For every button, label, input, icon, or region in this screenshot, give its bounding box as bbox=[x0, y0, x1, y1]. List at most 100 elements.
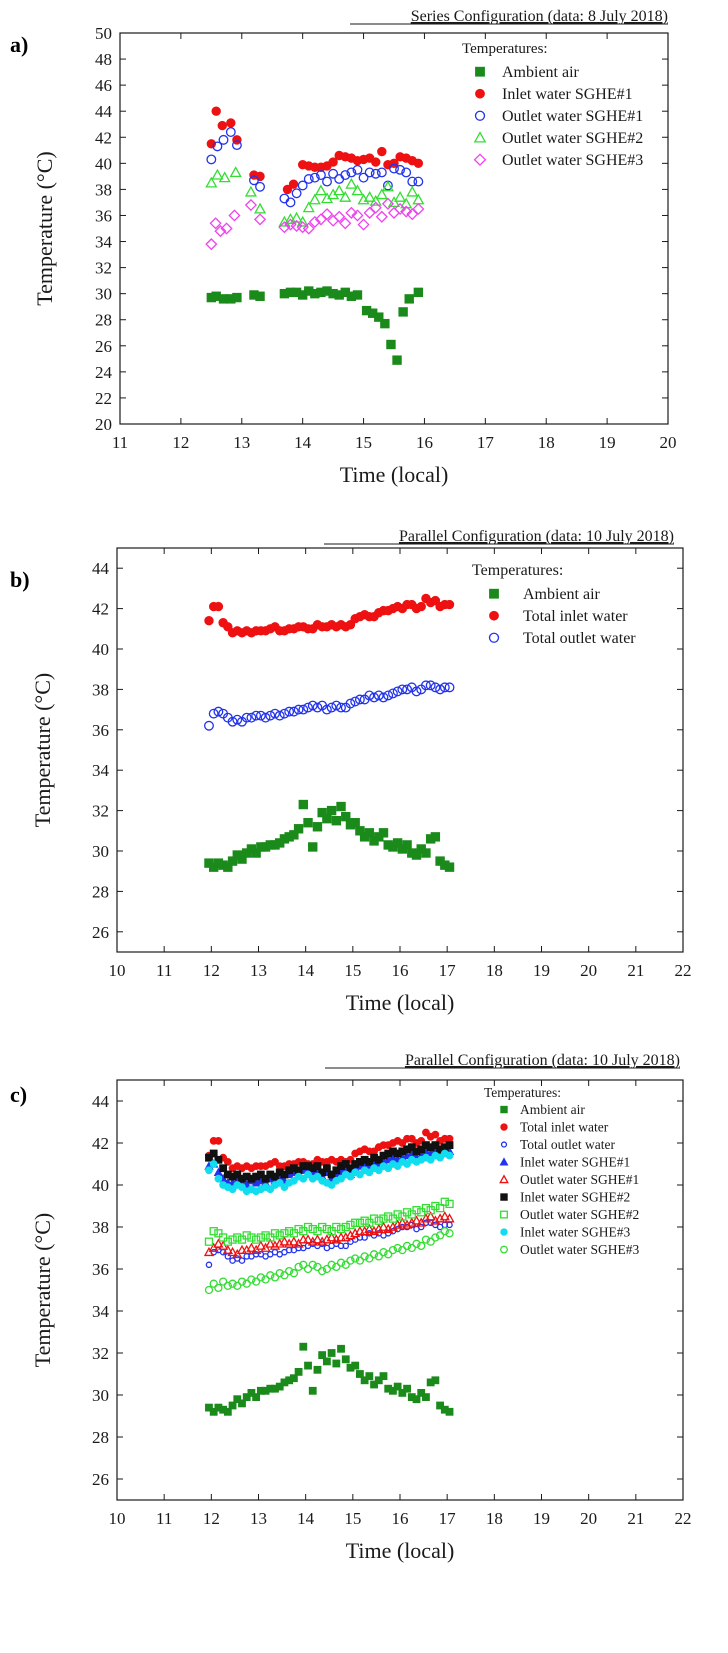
data-point bbox=[321, 704, 332, 715]
data-point bbox=[331, 700, 342, 711]
legend-marker bbox=[500, 1141, 508, 1148]
data-point bbox=[389, 163, 399, 174]
data-point bbox=[426, 1206, 435, 1215]
data-point bbox=[228, 1401, 237, 1410]
x-tick-label: 15 bbox=[344, 961, 361, 980]
data-point bbox=[332, 1222, 341, 1232]
data-point bbox=[322, 1264, 332, 1274]
legend-label: Outlet water SGHE#2 bbox=[520, 1207, 639, 1222]
y-axis-label: Temperature (°C) bbox=[30, 673, 55, 827]
data-point bbox=[402, 840, 412, 850]
data-point bbox=[256, 1170, 265, 1179]
y-tick-label: 24 bbox=[95, 363, 113, 382]
data-point bbox=[312, 1234, 323, 1244]
data-point bbox=[392, 686, 403, 697]
data-point bbox=[420, 680, 431, 691]
data-point bbox=[326, 1232, 337, 1242]
data-point bbox=[214, 1137, 223, 1145]
data-point bbox=[406, 185, 419, 197]
data-point bbox=[308, 215, 321, 229]
data-point bbox=[312, 822, 323, 832]
x-tick-label: 16 bbox=[392, 1509, 409, 1528]
x-tick-label: 14 bbox=[294, 433, 312, 452]
x-tick-label: 22 bbox=[675, 961, 692, 980]
data-point bbox=[232, 714, 243, 725]
data-point bbox=[393, 1382, 402, 1391]
data-point bbox=[233, 1395, 242, 1404]
data-point bbox=[288, 1236, 300, 1246]
data-point bbox=[369, 201, 382, 214]
data-point bbox=[360, 1216, 369, 1225]
data-point bbox=[373, 690, 384, 701]
series-2 bbox=[206, 127, 424, 208]
data-point bbox=[261, 1174, 270, 1183]
x-tick-label: 12 bbox=[203, 961, 220, 980]
data-point bbox=[308, 1260, 317, 1269]
data-point bbox=[290, 211, 303, 223]
data-point bbox=[322, 176, 332, 187]
chart-panel-b: Parallel Configuration (data: 10 July 20… bbox=[0, 528, 728, 1100]
data-point bbox=[341, 1260, 350, 1269]
data-point bbox=[229, 166, 242, 178]
legend-marker bbox=[500, 1245, 508, 1254]
data-point bbox=[294, 1262, 303, 1272]
series-4 bbox=[205, 197, 425, 251]
data-point bbox=[388, 1245, 398, 1255]
data-point bbox=[298, 799, 309, 810]
data-point bbox=[209, 1407, 218, 1416]
data-point bbox=[369, 692, 380, 703]
y-tick-label: 26 bbox=[95, 337, 112, 356]
data-point bbox=[314, 184, 327, 196]
x-axis-label: Time (local) bbox=[340, 462, 449, 487]
data-point bbox=[318, 1351, 327, 1359]
legend-label: Inlet water SGHE#1 bbox=[520, 1155, 630, 1170]
chart-c-svg: Parallel Configuration (data: 10 July 20… bbox=[10, 1052, 692, 1563]
x-tick-label: 13 bbox=[233, 433, 250, 452]
data-point bbox=[398, 1389, 407, 1397]
data-point bbox=[351, 209, 364, 222]
data-point bbox=[326, 702, 337, 713]
data-point bbox=[227, 856, 238, 866]
series-5 bbox=[205, 1141, 454, 1183]
data-point bbox=[232, 292, 242, 303]
y-tick-label: 32 bbox=[92, 1344, 109, 1363]
panel-letter: a) bbox=[10, 32, 28, 57]
y-tick-label: 38 bbox=[92, 680, 109, 699]
data-point bbox=[374, 1155, 383, 1164]
y-tick-label: 28 bbox=[95, 311, 112, 330]
data-point bbox=[261, 1275, 270, 1284]
data-point bbox=[365, 1158, 374, 1166]
y-tick-label: 28 bbox=[92, 1428, 109, 1447]
data-point bbox=[398, 1212, 407, 1221]
data-point bbox=[374, 312, 384, 322]
data-point bbox=[233, 1281, 242, 1290]
data-point bbox=[242, 1393, 251, 1401]
data-point bbox=[336, 1224, 346, 1234]
x-tick-label: 11 bbox=[156, 961, 172, 980]
x-tick-label: 14 bbox=[297, 961, 315, 980]
data-point bbox=[379, 1372, 388, 1380]
data-point bbox=[397, 684, 408, 695]
legend-marker bbox=[489, 588, 499, 599]
legend-marker bbox=[500, 1123, 508, 1131]
data-point bbox=[279, 193, 290, 204]
data-point bbox=[365, 1254, 374, 1263]
data-point bbox=[417, 1223, 425, 1231]
data-point bbox=[280, 1271, 289, 1280]
y-tick-label: 40 bbox=[92, 1176, 109, 1195]
data-point bbox=[444, 1213, 455, 1223]
x-tick-label: 14 bbox=[297, 1509, 315, 1528]
data-point bbox=[204, 1237, 214, 1246]
data-point bbox=[223, 1407, 232, 1416]
data-point bbox=[402, 1208, 412, 1217]
data-point bbox=[375, 210, 388, 223]
data-point bbox=[225, 127, 236, 138]
data-point bbox=[223, 862, 233, 872]
data-point bbox=[318, 1222, 327, 1232]
data-point bbox=[379, 1248, 388, 1257]
data-point bbox=[238, 1257, 246, 1264]
data-point bbox=[280, 1170, 289, 1179]
data-point bbox=[403, 1384, 411, 1393]
data-point bbox=[351, 1361, 360, 1370]
data-point bbox=[279, 1236, 290, 1246]
